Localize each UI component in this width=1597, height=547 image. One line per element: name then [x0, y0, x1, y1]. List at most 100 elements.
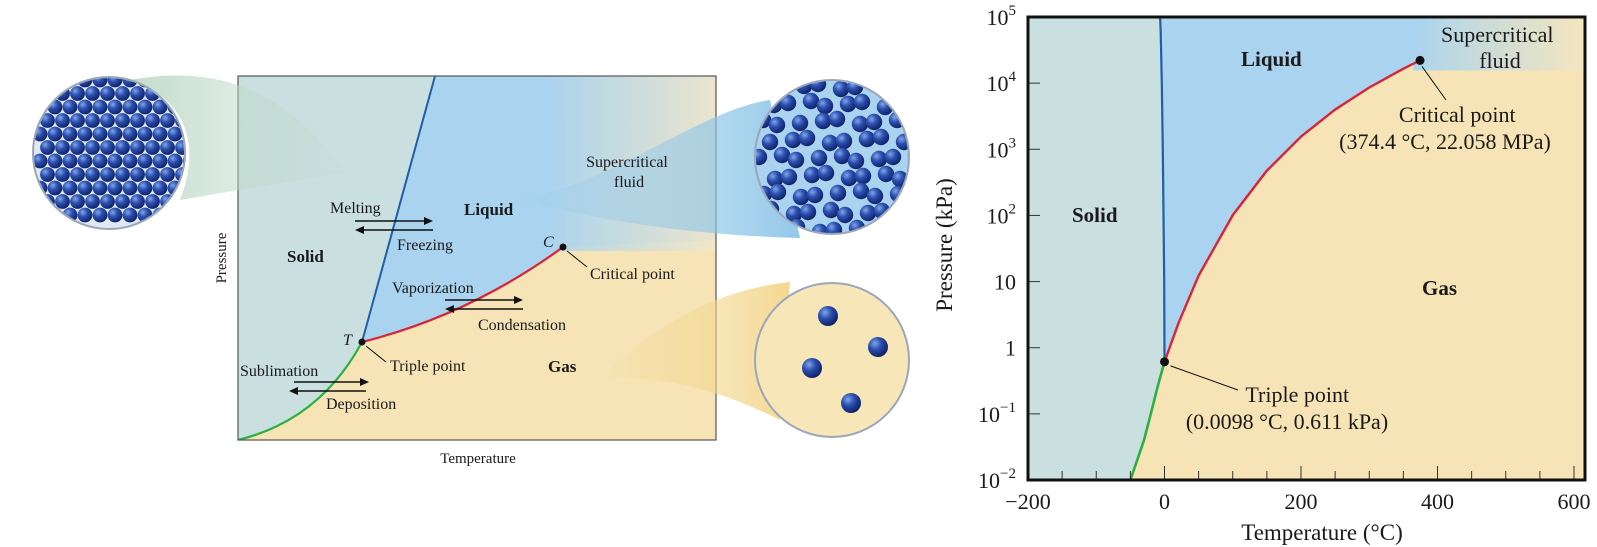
solid-molecule — [115, 86, 130, 101]
solid-molecule — [92, 207, 108, 223]
liquid-molecule — [922, 152, 938, 168]
liquid-molecule — [895, 133, 908, 151]
y-tick-label: 102 — [987, 201, 1017, 228]
solid-molecule — [85, 140, 100, 155]
right-supercritical-region — [1413, 17, 1585, 71]
solid-molecule — [167, 207, 183, 223]
y-tick-label: 10 — [994, 270, 1016, 295]
solid-molecule — [40, 86, 55, 101]
x-tick-label: 0 — [1159, 489, 1170, 514]
solid-molecule — [40, 167, 55, 182]
solid-molecule — [77, 126, 93, 142]
liquid-molecule — [919, 132, 935, 148]
solid-molecule — [107, 78, 123, 88]
x-tick-label: 600 — [1558, 489, 1591, 514]
solid-molecule — [55, 140, 70, 155]
right-tick-labels: −200 0 200 400 600 10−2 10−1 1 10 102 103 104 105 — [978, 3, 1590, 514]
solid-molecule — [107, 180, 123, 196]
solid-molecule — [77, 99, 93, 115]
solid-molecule — [107, 207, 123, 223]
melting-freezing-arrows — [355, 217, 433, 234]
liquid-molecule — [937, 93, 953, 109]
liquid-molecule — [899, 96, 908, 114]
solid-molecule — [70, 86, 85, 101]
solid-molecule — [160, 140, 175, 155]
solid-molecule — [152, 99, 168, 115]
gas-molecule — [841, 393, 861, 413]
solid-molecule — [70, 167, 85, 182]
solid-molecule — [130, 194, 145, 209]
sublimation-label: Sublimation — [240, 363, 318, 380]
liquid-molecule — [773, 146, 791, 164]
solid-molecule — [107, 153, 123, 169]
x-tick-label: 400 — [1421, 489, 1454, 514]
liquid-molecule — [799, 203, 817, 221]
right-sublimation-curve — [1129, 361, 1166, 480]
left-solid-label: Solid — [287, 247, 324, 266]
solid-molecule — [152, 153, 168, 169]
left-liquid-label: Liquid — [464, 200, 514, 219]
liquid-molecule — [853, 93, 871, 111]
liquid-molecule — [811, 223, 829, 233]
liquid-molecule — [879, 240, 895, 256]
solid-molecule — [77, 153, 93, 169]
solid-molecule — [167, 153, 183, 169]
right-liquid-region — [1160, 17, 1441, 362]
solid-molecule — [115, 167, 130, 182]
liquid-molecule — [915, 169, 931, 185]
liquid-molecule — [836, 206, 854, 224]
left-critical-point-letter: C — [543, 234, 554, 251]
liquid-molecule — [802, 92, 820, 110]
liquid-molecule — [858, 130, 876, 148]
solid-molecule — [182, 207, 184, 223]
liquid-molecule — [871, 224, 889, 233]
solid-molecule — [70, 140, 85, 155]
liquid-molecule — [859, 204, 877, 222]
liquid-molecule — [803, 166, 821, 184]
liquid-molecule — [883, 81, 901, 92]
solid-molecule — [107, 126, 123, 142]
liquid-molecule — [916, 243, 932, 259]
freezing-label: Freezing — [397, 237, 453, 254]
vaporization-label: Vaporization — [392, 280, 474, 297]
solid-molecule — [62, 180, 78, 196]
solid-molecule — [130, 140, 145, 155]
solid-molecule — [167, 180, 183, 196]
left-phase-diagram: Solid Liquid Gas Supercritical fluid Pre… — [130, 75, 800, 467]
liquid-molecule — [784, 131, 802, 149]
solid-molecule — [100, 167, 115, 182]
solid-molecule — [137, 153, 153, 169]
liquid-molecule — [856, 242, 872, 258]
left-critical-point-dot — [559, 243, 567, 251]
solid-molecule — [40, 140, 55, 155]
liquid-molecule — [805, 241, 821, 257]
solid-molecule — [160, 167, 175, 182]
left-x-axis-label: Temperature — [440, 451, 516, 467]
y-tick-label: 10−1 — [978, 400, 1016, 427]
solid-molecule — [77, 207, 93, 223]
liquid-molecule — [821, 134, 839, 152]
left-critical-point-leader — [566, 250, 588, 268]
liquid-molecule — [817, 164, 835, 182]
liquid-molecule — [822, 201, 840, 219]
right-triple-point-leader — [1170, 365, 1239, 391]
liquid-molecule — [809, 81, 827, 93]
solid-molecule — [55, 194, 70, 209]
solid-molecule — [130, 86, 145, 101]
right-critical-point-label: Critical point (374.4 °C, 22.058 MPa) — [1339, 102, 1551, 154]
solid-molecule — [145, 113, 160, 128]
solid-molecule — [122, 99, 138, 115]
solid-molecule — [47, 207, 63, 223]
liquid-molecule — [785, 205, 803, 223]
solid-molecule — [77, 180, 93, 196]
right-liquid-label: Liquid — [1241, 47, 1302, 71]
solid-molecule — [100, 140, 115, 155]
solid-molecule — [92, 78, 108, 88]
liquid-molecule — [787, 151, 805, 169]
liquid-molecule — [825, 221, 843, 233]
liquid-molecule — [893, 238, 909, 254]
solid-molecule — [122, 180, 138, 196]
solid-molecule — [160, 113, 175, 128]
vaporization-condensation-arrows — [445, 296, 523, 313]
solid-molecule — [137, 180, 153, 196]
